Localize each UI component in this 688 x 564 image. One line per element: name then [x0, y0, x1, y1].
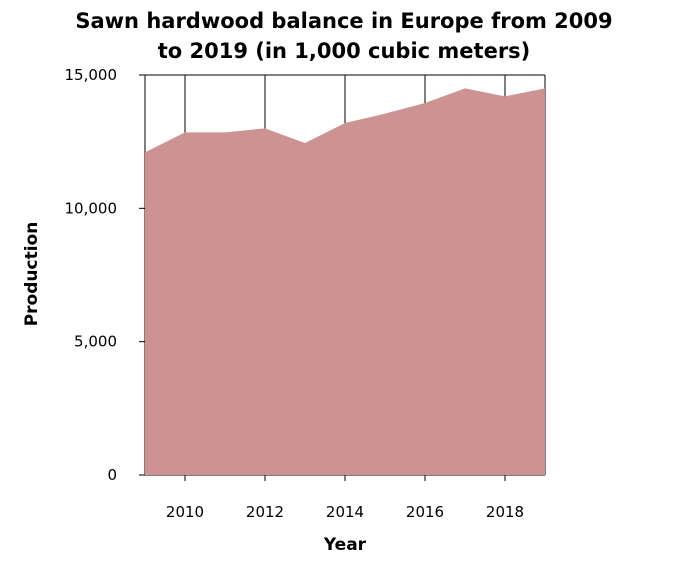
production-area	[145, 88, 545, 475]
y-tick-label: 10,000	[65, 199, 118, 217]
data-point	[304, 142, 307, 145]
chart-title-line-1: Sawn hardwood balance in Europe from 200…	[75, 9, 612, 33]
y-tick-label: 5,000	[74, 333, 117, 351]
data-point	[144, 151, 147, 154]
data-point	[344, 122, 347, 125]
chart-title-line-2: to 2019 (in 1,000 cubic meters)	[158, 39, 531, 63]
x-tick-label: 2014	[326, 503, 364, 521]
y-tick-label: 0	[107, 466, 117, 484]
y-axis-label: Production	[22, 222, 42, 327]
data-point	[424, 102, 427, 105]
x-tick-label: 2012	[246, 503, 284, 521]
y-axis-ticks: 0 5,000 10,000 15,000	[65, 66, 145, 484]
data-point	[504, 95, 507, 98]
data-point	[224, 131, 227, 134]
x-tick-label: 2018	[486, 503, 524, 521]
data-point	[384, 112, 387, 115]
x-axis-ticks: 2010 2012 2014 2016 2018	[166, 475, 524, 521]
y-tick-label: 15,000	[65, 66, 118, 84]
area-series	[144, 87, 547, 475]
x-tick-label: 2016	[406, 503, 444, 521]
data-point	[264, 127, 267, 130]
data-point	[464, 87, 467, 90]
x-tick-label: 2010	[166, 503, 204, 521]
data-point	[544, 87, 547, 90]
data-point	[184, 131, 187, 134]
x-axis-label: Year	[323, 535, 367, 555]
